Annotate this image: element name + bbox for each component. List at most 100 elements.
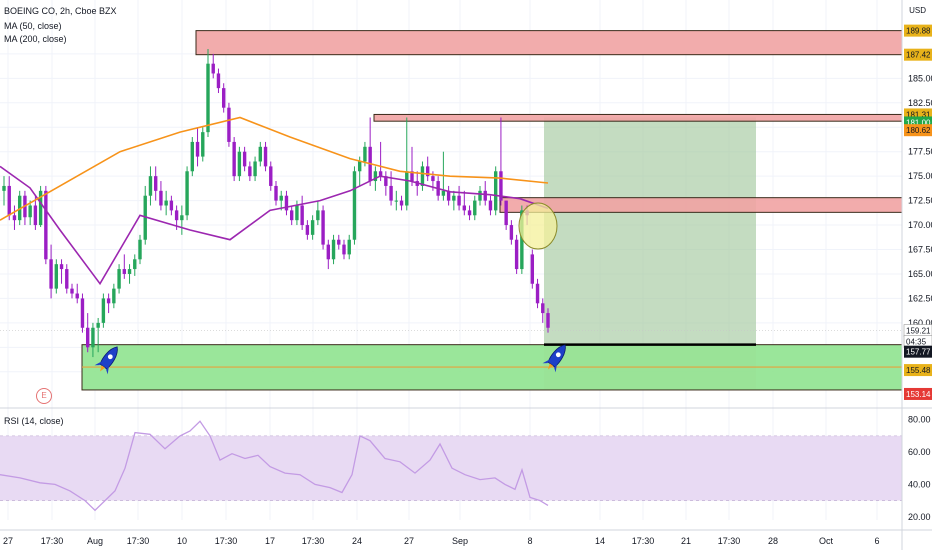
candle-body	[49, 259, 53, 289]
candle-body	[122, 269, 127, 274]
price-label-zone	[904, 24, 932, 37]
candle-body	[509, 225, 514, 240]
candle-body	[33, 205, 38, 226]
candle-body	[452, 195, 456, 201]
ma50-legend[interactable]: MA (50, close)	[4, 21, 62, 31]
candle-body	[164, 200, 168, 206]
candle-body	[174, 210, 179, 221]
candle-body	[237, 151, 242, 177]
rocket-fins	[94, 360, 109, 375]
candle-body	[75, 293, 79, 299]
candle-body	[2, 185, 6, 191]
currency-label: USD	[909, 6, 926, 15]
candle-body	[227, 107, 231, 142]
price-zones[interactable]	[0, 30, 903, 391]
rsi-tick-label: 20.00	[908, 512, 931, 522]
candle-body	[499, 171, 503, 201]
highlight-circle	[518, 202, 558, 250]
candle-body	[153, 176, 158, 191]
price-label-zone-text: 181.31	[906, 110, 931, 119]
price-tick-label: 170.00	[908, 220, 932, 230]
candle-body	[399, 200, 404, 206]
candle-body	[446, 190, 451, 201]
candle-body	[535, 283, 540, 304]
candle-body	[394, 200, 399, 202]
candle-body	[352, 171, 357, 240]
candle-body	[195, 141, 200, 157]
candle-body	[258, 146, 263, 162]
candle-body	[504, 200, 508, 226]
time-tick-label: 17:30	[718, 536, 741, 546]
candle-body	[284, 195, 289, 211]
candle-body	[300, 205, 304, 226]
rsi-pane	[0, 420, 902, 512]
ma200-legend[interactable]: MA (200, close)	[4, 34, 67, 44]
candle-body	[65, 269, 69, 289]
candle-body	[44, 190, 48, 260]
time-tick-label: 17	[265, 536, 275, 546]
candle-body	[530, 254, 535, 284]
rocket-flame	[99, 365, 106, 372]
time-tick-label: 27	[404, 536, 414, 546]
candle-body	[310, 220, 315, 235]
time-tick-label: 17:30	[215, 536, 238, 546]
candle-body	[54, 264, 59, 289]
zone-resistance-1	[195, 30, 903, 56]
candle-body	[363, 146, 367, 162]
candle-body	[483, 190, 487, 201]
candle-body	[206, 63, 210, 133]
price-tick-label: 165.00	[908, 269, 932, 279]
annotations	[94, 202, 566, 375]
candle-body	[185, 171, 189, 216]
time-tick-label: 28	[768, 536, 778, 546]
time-tick-label: 17:30	[302, 536, 325, 546]
candle-body	[180, 215, 184, 221]
rocket-window	[107, 354, 113, 360]
candle-body	[337, 239, 341, 245]
price-tick-label: 182.50	[908, 98, 932, 108]
candle-body	[347, 239, 351, 255]
candle-body	[420, 166, 425, 186]
candle-body	[169, 200, 174, 211]
candle-body	[190, 141, 195, 172]
time-tick-label: 10	[177, 536, 187, 546]
time-tick-label: Aug	[87, 536, 103, 546]
candle-body	[378, 171, 383, 177]
rocket-flame	[547, 363, 554, 370]
candle-body	[389, 185, 393, 201]
rsi-tick-label: 60.00	[908, 447, 931, 457]
time-tick-label: 8	[527, 536, 532, 546]
price-label-entry	[904, 345, 932, 358]
price-tick-label: 185.00	[908, 73, 932, 83]
candle-body	[274, 185, 278, 201]
price-label-ma200-text: 180.62	[906, 126, 931, 135]
candle-body	[248, 166, 252, 177]
candle-body	[242, 151, 247, 167]
candle-body	[159, 190, 163, 206]
price-tick-label: 160.00	[908, 318, 932, 328]
candle-body	[263, 146, 268, 167]
candle-body	[462, 205, 467, 211]
earnings-event-marker[interactable]: E	[36, 388, 52, 404]
rsi-tick-label: 80.00	[908, 415, 931, 425]
candle-body	[405, 171, 409, 206]
candle-body	[112, 288, 116, 304]
candle-body	[326, 244, 331, 260]
candle-body	[514, 239, 519, 270]
candle-body	[520, 210, 524, 270]
candle-body	[80, 298, 85, 328]
candle-body	[201, 132, 205, 157]
candle-body	[493, 171, 498, 211]
candle-body	[457, 195, 461, 206]
price-tick-label: 167.50	[908, 245, 932, 255]
candle-body	[12, 215, 17, 221]
price-tick-label: 175.00	[908, 171, 932, 181]
moving-averages	[0, 116, 549, 286]
candle-body	[305, 225, 310, 235]
candle-body	[321, 210, 325, 245]
candle-body	[488, 200, 493, 211]
rsi-legend[interactable]: RSI (14, close)	[4, 416, 64, 426]
time-tick-label: Sep	[452, 536, 468, 546]
candle-body	[17, 195, 22, 221]
